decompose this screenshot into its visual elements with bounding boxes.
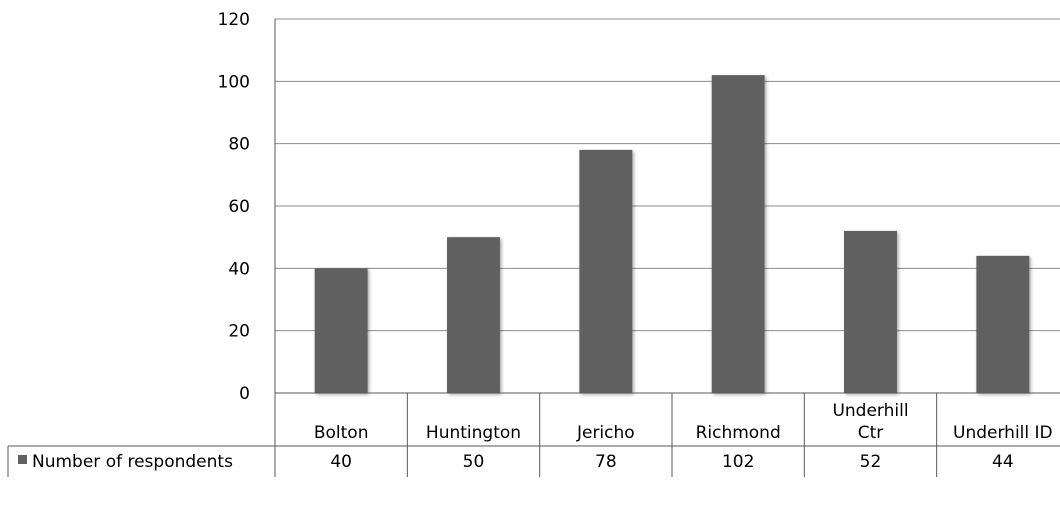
category-label: Bolton	[314, 423, 369, 443]
y-tick-label: 80	[228, 135, 250, 155]
category-label: Underhill Ctr	[832, 401, 908, 443]
y-tick-label: 120	[218, 10, 250, 30]
bar-underhill-id	[976, 255, 1030, 393]
category-label: Richmond	[696, 423, 781, 443]
bar-richmond	[711, 75, 765, 393]
y-tick-label: 100	[218, 72, 250, 92]
data-table-value: 102	[722, 452, 754, 472]
bar-huntington	[447, 237, 500, 393]
data-table: Bolton Huntington Jericho Richmond Underhill…	[7, 392, 1060, 477]
series-name: Number of respondents	[32, 452, 233, 472]
y-tick-label: 0	[239, 384, 250, 404]
grid-lines	[275, 18, 1060, 332]
legend-swatch	[18, 455, 27, 464]
bar-underhill-ctr	[844, 230, 897, 393]
category-label: Huntington	[426, 423, 521, 443]
y-tick-label: 40	[228, 259, 250, 279]
value-axis: 0 20 40 60 80 100 120	[218, 10, 276, 477]
data-table-value: 44	[992, 452, 1014, 472]
category-label: Underhill ID	[953, 423, 1053, 443]
data-table-value: 40	[330, 452, 352, 472]
data-table-value: 50	[463, 452, 485, 472]
bars	[314, 75, 1030, 393]
data-table-value: 52	[860, 452, 882, 472]
category-label: Jericho	[576, 423, 635, 443]
y-tick-label: 60	[228, 197, 250, 217]
bar-bolton	[314, 268, 368, 393]
data-table-value: 78	[595, 452, 617, 472]
bar-jericho	[579, 149, 633, 393]
y-tick-label: 20	[228, 322, 250, 342]
